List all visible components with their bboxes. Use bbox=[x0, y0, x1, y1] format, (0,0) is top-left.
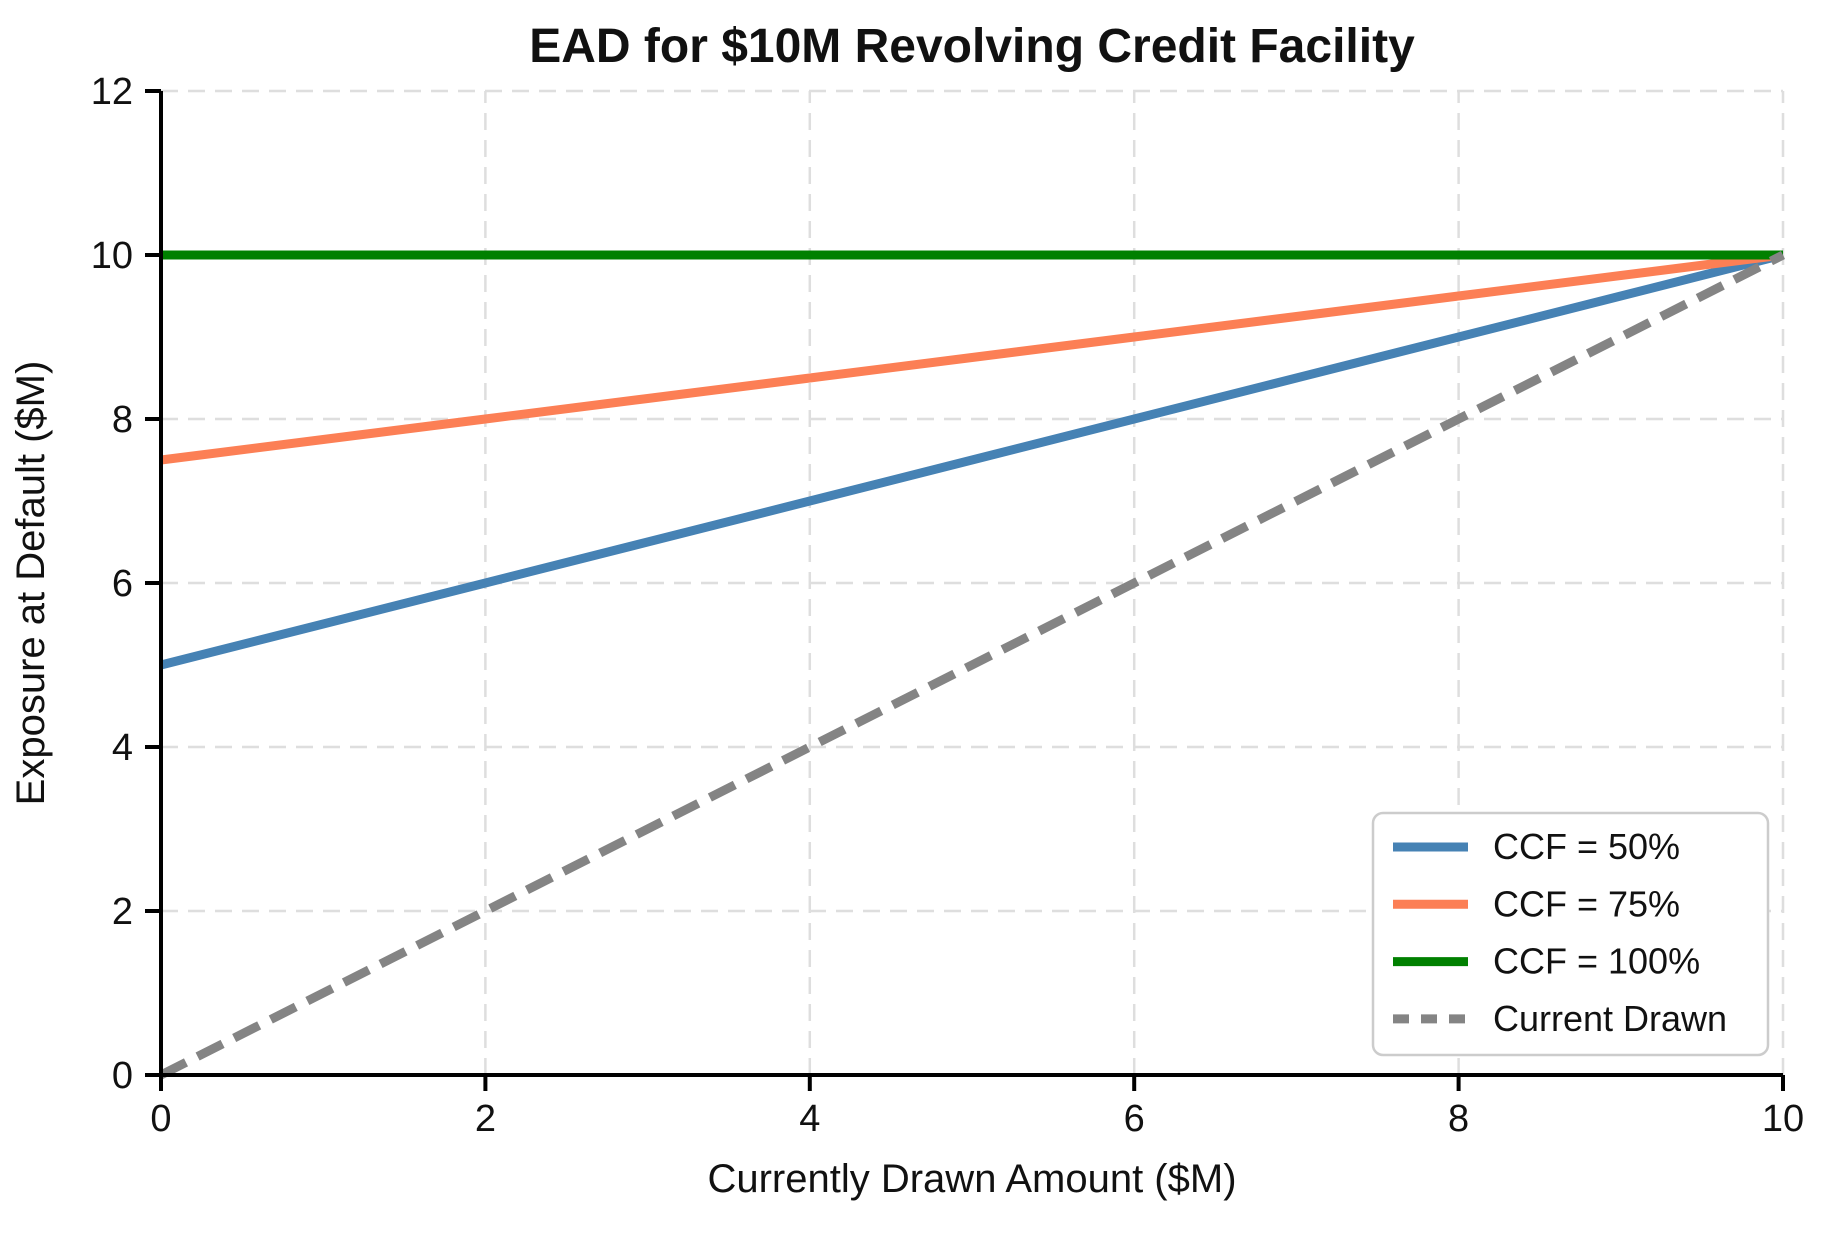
series-line-ccf-75 bbox=[160, 250, 1784, 465]
chart-title: EAD for $10M Revolving Credit Facility bbox=[529, 20, 1415, 73]
y-tick-label-10: 10 bbox=[91, 235, 133, 277]
legend-box bbox=[1371, 811, 1770, 1057]
x-tick-label-0: 0 bbox=[150, 1098, 171, 1140]
y-tick-label-12: 12 bbox=[91, 71, 133, 113]
legend-label-current-drawn: Current Drawn bbox=[1493, 998, 1727, 1039]
y-axis-label: Exposure at Default ($M) bbox=[9, 361, 53, 806]
axis-ticks bbox=[145, 89, 1785, 1091]
y-tick-labels: 0 2 4 6 8 10 12 bbox=[91, 71, 133, 1097]
x-tick-label-4: 4 bbox=[799, 1098, 820, 1140]
legend-label-ccf-50: CCF = 50% bbox=[1493, 826, 1680, 867]
x-tick-label-2: 2 bbox=[475, 1098, 496, 1140]
y-tick-label-0: 0 bbox=[112, 1055, 133, 1097]
x-axis-label: Currently Drawn Amount ($M) bbox=[707, 1157, 1236, 1201]
legend: CCF = 50% CCF = 75% CCF = 100% Current Draw… bbox=[1371, 811, 1770, 1057]
y-tick-label-2: 2 bbox=[112, 891, 133, 933]
x-tick-label-6: 6 bbox=[1124, 1098, 1145, 1140]
series-lines bbox=[158, 250, 1786, 1080]
y-tick-label-8: 8 bbox=[112, 399, 133, 441]
y-tick-label-6: 6 bbox=[112, 563, 133, 605]
series-line-current-drawn bbox=[158, 250, 1786, 1080]
legend-label-ccf-75: CCF = 75% bbox=[1493, 883, 1680, 924]
legend-label-ccf-100: CCF = 100% bbox=[1493, 941, 1700, 982]
x-tick-labels: 0 2 4 6 8 10 bbox=[150, 1098, 1804, 1140]
x-tick-label-8: 8 bbox=[1448, 1098, 1469, 1140]
series-line-ccf-50 bbox=[159, 250, 1785, 670]
x-tick-label-10: 10 bbox=[1762, 1098, 1804, 1140]
y-tick-label-4: 4 bbox=[112, 727, 133, 769]
